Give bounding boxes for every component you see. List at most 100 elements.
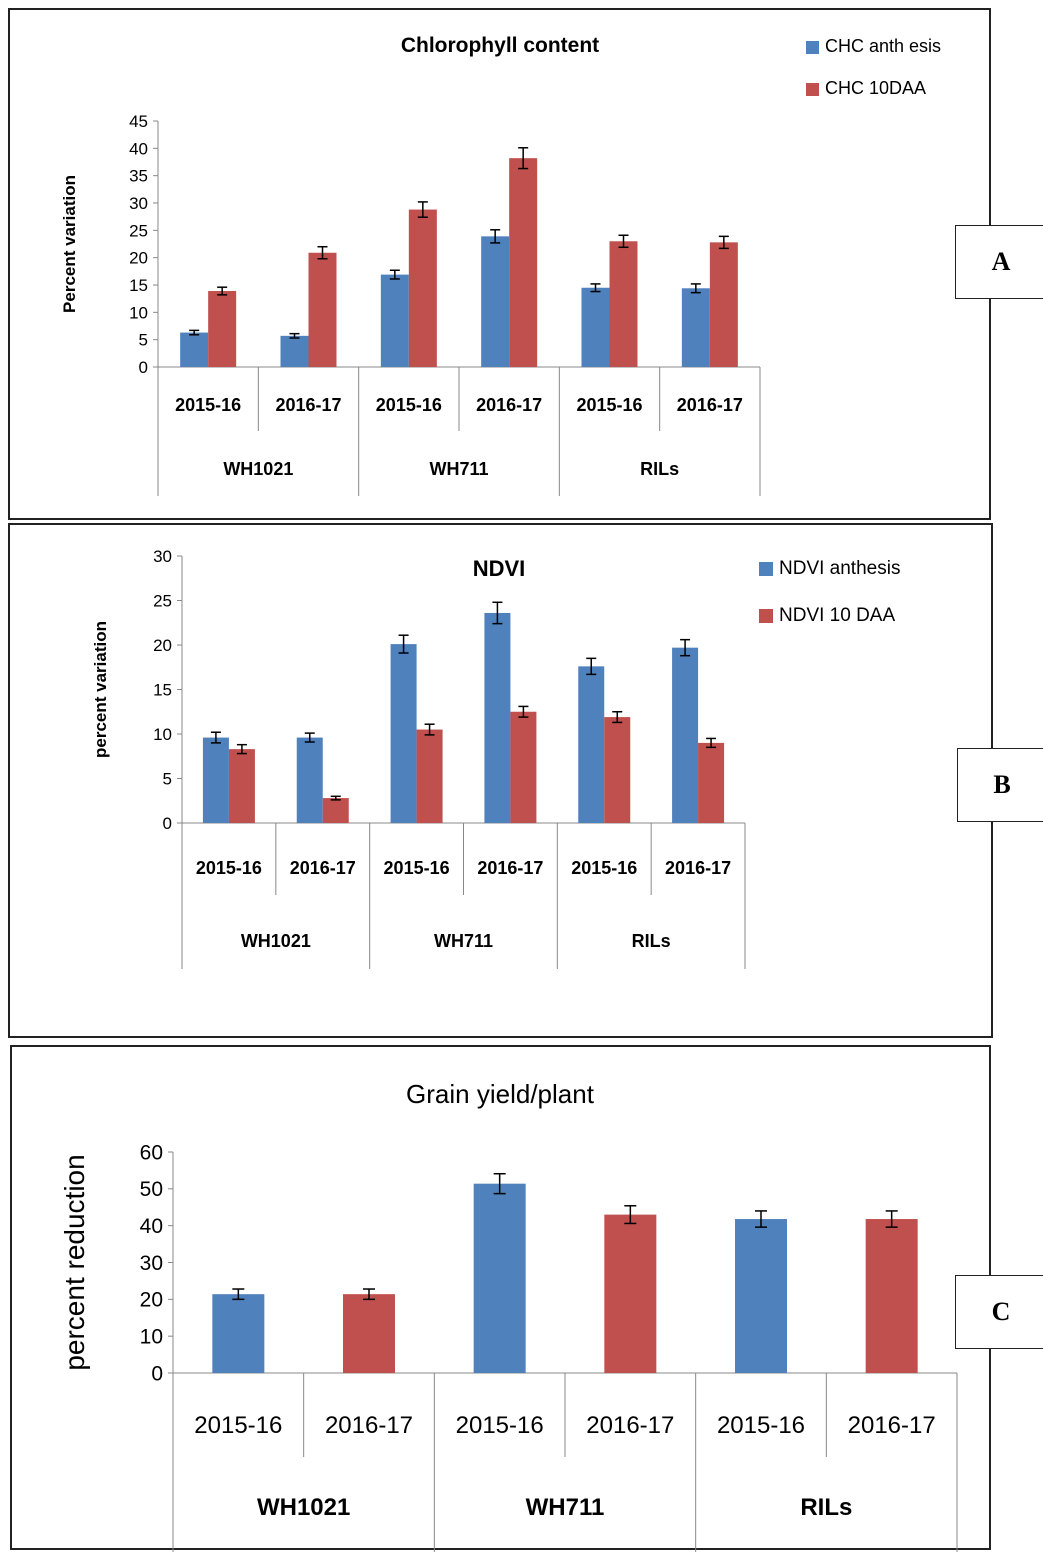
y-tick-label: 0 (151, 1362, 163, 1385)
y-tick-label: 10 (153, 725, 172, 744)
panel-tag-c: C (955, 1275, 1043, 1349)
bar-series-1 (681, 288, 710, 367)
legend-label: NDVI anthesis (779, 558, 900, 579)
bar-series-1 (484, 612, 511, 823)
bar-series-2 (208, 291, 237, 367)
legend-label: CHC 10DAA (825, 78, 926, 98)
x-category-label: 2015-16 (175, 395, 241, 415)
x-category-label: 2015-16 (456, 1412, 544, 1439)
x-category-label: 2015-16 (376, 395, 442, 415)
y-axis-label: Percent variation (60, 175, 79, 313)
x-category-label: 2016-17 (325, 1412, 413, 1439)
x-category-label: 2016-17 (477, 858, 543, 878)
bar-series-1 (578, 666, 605, 823)
y-tick-label: 20 (140, 1289, 163, 1312)
bar-series-2 (408, 209, 437, 367)
panel-c: Grain yield/plant percent reduction 0 10 20 3… (10, 1045, 991, 1552)
x-group-label: WH1021 (257, 1494, 350, 1521)
bar-series-1 (672, 647, 699, 823)
y-tick-label: 40 (129, 139, 148, 158)
legend-swatch (806, 41, 819, 54)
y-tick-label: 5 (139, 331, 148, 350)
bar-series-2 (698, 742, 725, 823)
y-tick-label: 15 (129, 276, 148, 295)
x-category-label: 2015-16 (196, 858, 262, 878)
x-group-label: WH711 (526, 1494, 605, 1521)
x-category-label: 2016-17 (586, 1412, 674, 1439)
bar (212, 1294, 265, 1373)
y-tick-label: 15 (153, 680, 172, 699)
y-tick-label: 30 (129, 194, 148, 213)
legend-swatch (759, 609, 773, 623)
bar-series-1 (380, 274, 409, 367)
y-tick-label: 35 (129, 167, 148, 186)
bar (735, 1219, 787, 1373)
panel-b: NDVI percent variation 0 5 10 15 20 25 30 2015-16… (8, 523, 993, 1038)
legend-label: CHC anth esis (825, 36, 941, 56)
x-category-label: 2015-16 (571, 858, 637, 878)
x-category-label: 2016-17 (677, 395, 743, 415)
bar (343, 1294, 395, 1373)
y-tick-label: 20 (153, 636, 172, 655)
bar (865, 1219, 918, 1373)
bar-series-2 (604, 717, 631, 823)
bar-series-2 (228, 749, 255, 823)
bar-series-2 (308, 252, 337, 367)
chart-chlorophyll-content: Chlorophyll content Percent variation 0 5 10… (60, 34, 941, 496)
x-category-label: 2015-16 (384, 858, 450, 878)
bar-series-1 (390, 644, 417, 823)
y-axis-label: percent variation (91, 621, 110, 758)
y-tick-label: 10 (140, 1326, 163, 1349)
chart-title: NDVI (473, 556, 526, 581)
x-group-label: WH711 (429, 459, 488, 479)
bar-series-2 (709, 242, 738, 367)
y-tick-label: 10 (129, 303, 148, 322)
y-tick-label: 25 (153, 591, 172, 610)
panel-a: Chlorophyll content Percent variation 0 5 10… (8, 8, 991, 520)
bar-series-2 (509, 158, 538, 367)
chart-ndvi: NDVI percent variation 0 5 10 15 20 25 30 2015-16… (91, 547, 900, 969)
bar (473, 1183, 526, 1373)
x-category-label: 2016-17 (848, 1412, 936, 1439)
y-tick-label: 30 (153, 547, 172, 566)
x-category-label: 2015-16 (717, 1412, 805, 1439)
bar-series-1 (280, 335, 309, 367)
chart-grain-yield: Grain yield/plant percent reduction 0 10 20 3… (59, 1079, 958, 1552)
y-tick-label: 0 (139, 358, 148, 377)
y-tick-label: 45 (129, 112, 148, 131)
y-tick-label: 50 (140, 1178, 163, 1201)
x-group-label: WH1021 (241, 931, 311, 951)
x-group-label: RILs (800, 1494, 852, 1521)
y-tick-label: 20 (129, 249, 148, 268)
x-group-label: RILs (640, 459, 679, 479)
x-group-label: WH711 (434, 931, 493, 951)
x-category-label: 2016-17 (665, 858, 731, 878)
legend-label: NDVI 10 DAA (779, 605, 895, 626)
bar-series-1 (581, 287, 610, 367)
x-group-label: WH1021 (223, 459, 293, 479)
panel-tag-b: B (957, 748, 1043, 822)
bar-series-1 (481, 236, 510, 367)
bar-series-2 (322, 798, 349, 823)
x-group-label: RILs (632, 931, 671, 951)
chart-title: Grain yield/plant (406, 1079, 595, 1109)
x-category-label: 2015-16 (194, 1412, 282, 1439)
bar-series-2 (510, 711, 537, 823)
y-tick-label: 5 (163, 769, 172, 788)
x-category-label: 2016-17 (275, 395, 341, 415)
y-tick-label: 30 (140, 1252, 163, 1275)
legend-swatch (759, 562, 773, 576)
bar (604, 1214, 657, 1373)
y-axis-label: percent reduction (59, 1154, 90, 1370)
chart-title: Chlorophyll content (401, 34, 599, 57)
x-category-label: 2015-16 (576, 395, 642, 415)
bar-series-1 (202, 737, 229, 823)
bar-series-1 (180, 332, 209, 367)
x-category-label: 2016-17 (476, 395, 542, 415)
y-tick-label: 0 (163, 814, 172, 833)
panel-tag-a: A (955, 225, 1043, 299)
y-tick-label: 25 (129, 221, 148, 240)
legend-swatch (806, 83, 819, 96)
bar-series-2 (416, 729, 443, 823)
y-tick-label: 60 (140, 1141, 163, 1164)
